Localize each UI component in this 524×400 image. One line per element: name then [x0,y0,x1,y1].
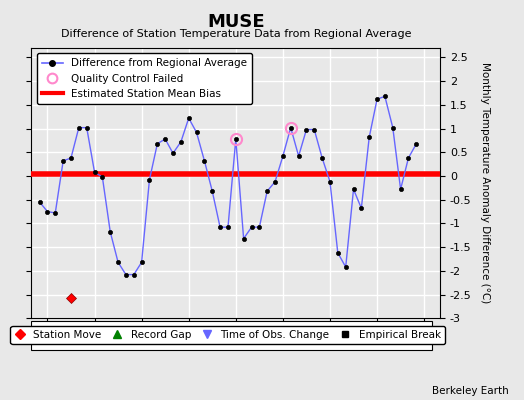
Text: MUSE: MUSE [207,13,265,31]
Text: Berkeley Earth: Berkeley Earth [432,386,508,396]
Legend: Station Move, Record Gap, Time of Obs. Change, Empirical Break: Station Move, Record Gap, Time of Obs. C… [10,326,445,344]
Y-axis label: Monthly Temperature Anomaly Difference (°C): Monthly Temperature Anomaly Difference (… [480,62,490,304]
Legend: Difference from Regional Average, Quality Control Failed, Estimated Station Mean: Difference from Regional Average, Qualit… [37,53,252,104]
Text: Difference of Station Temperature Data from Regional Average: Difference of Station Temperature Data f… [61,29,411,39]
FancyBboxPatch shape [31,320,432,350]
